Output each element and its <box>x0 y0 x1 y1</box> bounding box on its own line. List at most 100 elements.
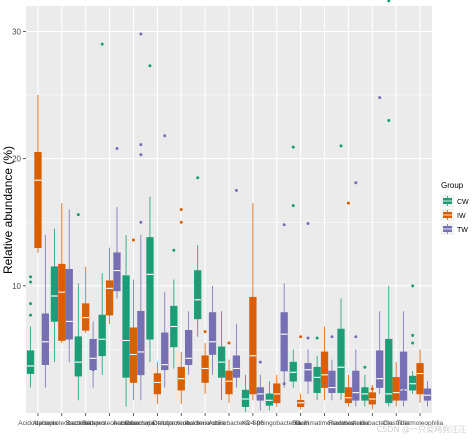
box-body <box>241 389 250 407</box>
box-body <box>409 375 417 391</box>
box-body <box>225 370 233 395</box>
outlier-point <box>139 143 143 147</box>
outlier-point <box>29 313 33 317</box>
box-body <box>376 350 384 388</box>
box-iw <box>320 326 329 401</box>
outlier-point <box>91 368 95 372</box>
box-body <box>113 252 121 292</box>
outlier-point <box>91 361 95 365</box>
box-cw <box>170 248 178 369</box>
box-tw <box>328 335 336 401</box>
box-body <box>232 355 241 378</box>
outlier-point <box>282 223 286 227</box>
outlier-point <box>363 365 367 369</box>
x-tick-label: Acidimicrobiia <box>185 420 225 427</box>
outlier-point <box>299 335 303 339</box>
box-cw <box>361 365 369 407</box>
box-cw <box>385 0 393 407</box>
box-body <box>399 351 408 401</box>
box-tw <box>65 209 73 363</box>
box-body <box>273 383 281 404</box>
box-body <box>129 327 138 383</box>
legend-label: TW <box>457 227 468 234</box>
box-tw <box>256 360 264 411</box>
box-cw <box>74 213 82 401</box>
outlier-point <box>339 144 343 148</box>
box-tw <box>399 311 408 407</box>
box-body <box>41 313 49 365</box>
box-tw <box>423 381 432 407</box>
outlier-point <box>258 360 262 364</box>
box-iw <box>344 201 353 407</box>
box-body <box>368 392 376 405</box>
box-body <box>352 370 360 401</box>
box-iw <box>392 362 400 407</box>
box-cw <box>337 144 345 401</box>
box-body <box>265 393 274 406</box>
outlier-point <box>411 333 415 337</box>
x-tick-label: Gemmatimonadetes <box>295 420 354 427</box>
box-body <box>208 312 217 355</box>
x-tick-label: Bacilli <box>292 420 309 427</box>
box-body <box>304 363 312 382</box>
outlier-point <box>387 118 391 122</box>
outlier-point <box>315 336 319 340</box>
box-body <box>98 314 106 357</box>
box-body <box>65 268 73 340</box>
axes: 102030AcidobacteriaAlphaproteobacteriaBa… <box>12 27 443 427</box>
box-body <box>89 338 97 371</box>
outlier-point <box>76 213 80 217</box>
x-tick-label: Deltaproteobacteria <box>153 420 210 427</box>
box-body <box>122 275 130 378</box>
box-cw <box>194 176 202 337</box>
box-cw <box>122 234 130 407</box>
box-body <box>423 388 432 401</box>
outlier-point <box>227 341 231 345</box>
box-body <box>289 361 297 382</box>
box-iw <box>82 266 90 333</box>
box-cw <box>313 336 321 401</box>
outlier-point <box>203 330 207 334</box>
box-cw <box>98 42 106 375</box>
box-iw <box>273 374 281 407</box>
box-body <box>392 377 400 401</box>
x-tick-label: Actinobacteria <box>113 420 155 427</box>
outlier-point <box>172 248 176 252</box>
box-body <box>26 350 35 374</box>
outlier-point <box>354 335 358 339</box>
box-body <box>344 387 353 404</box>
outlier-point <box>139 220 143 224</box>
outlier-point <box>282 382 286 386</box>
x-tick-label: Sphingobacteriia <box>253 420 302 427</box>
x-tick-label: Alphaproteobacteria <box>33 420 92 427</box>
box-iw <box>201 330 209 394</box>
outlier-point <box>306 336 310 340</box>
outlier-point <box>234 188 238 192</box>
y-tick-label: 20 <box>12 155 21 164</box>
outlier-point <box>387 0 391 3</box>
box-iw <box>58 203 66 344</box>
box-tw <box>89 321 97 388</box>
box-body <box>297 399 305 407</box>
x-tick-label: Actinobacteria <box>208 420 250 427</box>
box-cw <box>217 311 226 401</box>
box-tw <box>232 188 241 388</box>
box-tw <box>184 311 193 375</box>
outlier-point <box>115 146 119 150</box>
outlier-point <box>370 387 374 391</box>
outlier-point <box>100 42 104 46</box>
legend-title: Group <box>441 181 464 190</box>
box-cw <box>26 275 35 388</box>
box-body <box>201 355 209 383</box>
outlier-point <box>139 153 143 157</box>
outlier-point <box>378 96 382 100</box>
legend-label: CW <box>457 199 469 206</box>
box-body <box>416 363 424 395</box>
box-iw <box>225 341 233 403</box>
outlier-point <box>163 134 167 138</box>
outlier-point <box>131 238 135 242</box>
y-tick-label: 30 <box>12 27 21 36</box>
outlier-point <box>29 275 33 279</box>
x-tick-label: Flavobacteriia <box>328 420 369 427</box>
